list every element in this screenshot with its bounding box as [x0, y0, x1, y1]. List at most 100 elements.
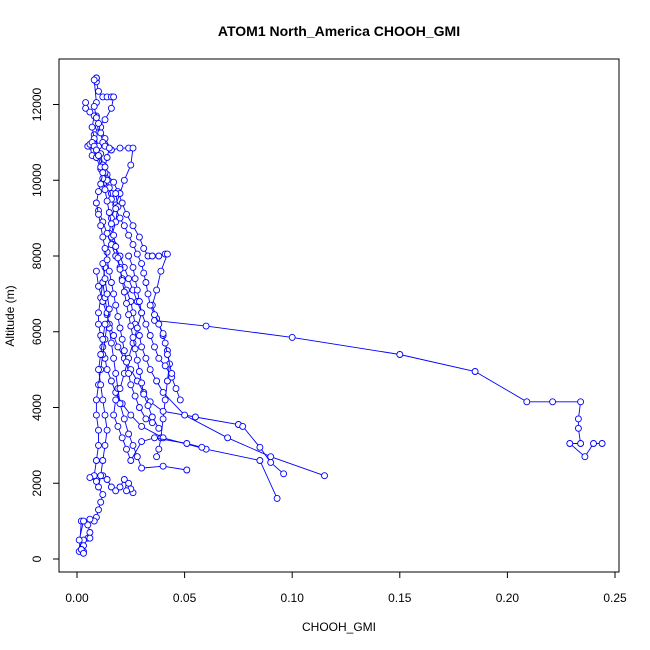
data-point	[120, 222, 128, 230]
data-point	[92, 146, 100, 154]
y-tick-label: 4000	[30, 394, 44, 421]
data-point	[101, 411, 109, 419]
data-point	[471, 368, 479, 375]
data-point	[142, 415, 150, 423]
data-point	[163, 250, 171, 258]
data-point	[114, 313, 122, 321]
data-point	[92, 114, 100, 122]
data-point	[168, 369, 176, 377]
data-point	[97, 381, 105, 389]
data-point	[273, 494, 281, 502]
series-group	[84, 138, 163, 432]
data-point	[107, 104, 115, 112]
data-point	[566, 440, 574, 447]
series-group	[82, 99, 176, 377]
data-point	[131, 275, 139, 283]
data-point	[116, 324, 124, 332]
data-point	[176, 396, 184, 404]
data-point	[140, 269, 148, 277]
data-point	[92, 477, 100, 485]
data-point	[577, 398, 585, 406]
x-tick-label: 0.00	[65, 591, 89, 605]
data-point	[155, 445, 163, 453]
data-point	[110, 354, 118, 362]
data-point	[80, 517, 87, 525]
data-point	[148, 413, 156, 421]
data-point	[135, 404, 143, 411]
data-point	[135, 233, 143, 241]
data-point	[86, 108, 94, 116]
series-group	[151, 316, 606, 461]
data-point	[116, 385, 124, 393]
series-group	[99, 279, 191, 474]
data-point	[103, 154, 111, 161]
data-point	[198, 443, 206, 451]
data-point	[116, 400, 124, 408]
data-point	[114, 343, 122, 351]
data-point	[159, 388, 167, 396]
data-point	[280, 470, 288, 478]
data-point	[107, 220, 115, 228]
data-point	[95, 210, 102, 218]
data-point	[138, 343, 146, 351]
data-point	[84, 521, 92, 529]
data-point	[151, 343, 158, 351]
data-point	[125, 231, 133, 239]
data-point	[146, 366, 154, 374]
data-point	[112, 487, 120, 495]
data-point	[153, 453, 161, 461]
data-point	[125, 369, 133, 377]
y-tick-label: 12000	[30, 88, 44, 122]
data-point	[107, 483, 115, 491]
data-point	[110, 411, 118, 419]
data-point	[95, 188, 102, 196]
data-point	[181, 411, 189, 419]
data-point	[101, 186, 109, 194]
data-point	[123, 210, 130, 218]
data-point	[118, 277, 126, 285]
data-point	[97, 222, 105, 230]
data-point	[396, 351, 404, 358]
data-point	[138, 260, 146, 268]
data-point	[80, 549, 87, 557]
data-point	[159, 462, 167, 470]
data-point	[129, 241, 137, 249]
y-axis-label: Altitude (m)	[3, 285, 17, 346]
y-axis: 0 2000 4000 6000 8000 10000 12000	[30, 88, 60, 562]
data-point	[146, 332, 154, 339]
data-point	[101, 320, 109, 328]
data-point	[155, 320, 163, 328]
data-point	[131, 345, 139, 353]
data-point	[103, 229, 111, 237]
series-line	[102, 282, 187, 471]
data-point	[95, 152, 102, 160]
data-point	[144, 402, 152, 410]
data-point	[92, 199, 100, 207]
data-point	[125, 275, 133, 283]
data-point	[138, 438, 146, 446]
data-point	[99, 233, 107, 241]
data-point	[101, 275, 109, 283]
data-point	[133, 356, 141, 364]
data-point	[127, 322, 135, 330]
data-point	[97, 180, 105, 188]
data-point	[86, 474, 94, 482]
data-point	[321, 472, 328, 480]
data-point	[581, 453, 589, 461]
data-point	[153, 377, 161, 385]
data-point	[99, 343, 107, 351]
data-point	[112, 301, 120, 309]
series-group	[110, 252, 206, 464]
data-point	[103, 197, 111, 205]
data-point	[95, 426, 102, 434]
data-point	[202, 322, 210, 330]
data-point	[163, 351, 171, 358]
data-point	[183, 440, 191, 447]
data-point	[183, 466, 191, 474]
data-point	[103, 256, 111, 264]
data-point	[135, 332, 143, 339]
data-point	[129, 333, 137, 341]
data-point	[99, 335, 107, 343]
data-point	[256, 443, 264, 451]
data-point	[133, 286, 141, 294]
